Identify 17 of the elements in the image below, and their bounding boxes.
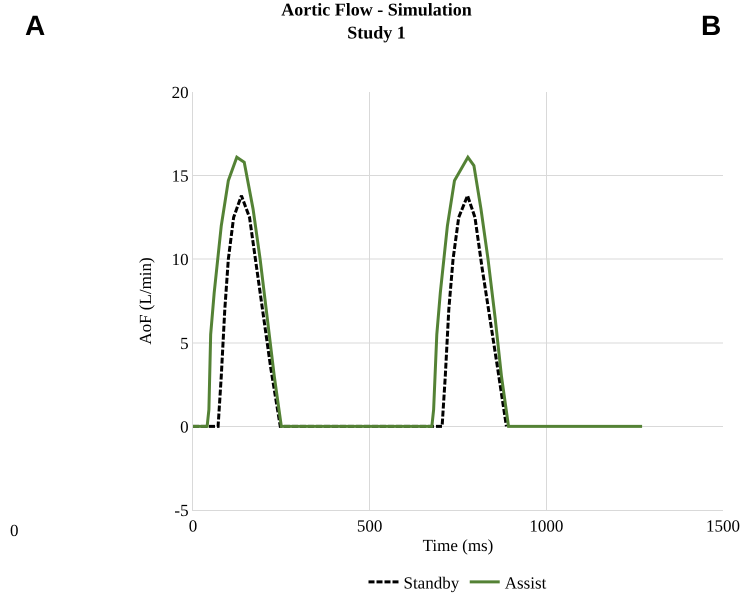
y-tick-label: 5	[180, 334, 189, 353]
y-tick-label: 20	[172, 82, 189, 102]
y-tick-label: 0	[180, 417, 189, 436]
x-axis-title: Time (ms)	[422, 536, 494, 555]
y-tick-label: 10	[172, 250, 189, 270]
x-tick-label: 1000	[529, 516, 564, 536]
x-tick-label: 1500	[706, 516, 740, 536]
line-series	[193, 156, 644, 428]
x-tick-label: 500	[356, 516, 382, 536]
legend-label: Standby	[404, 574, 460, 593]
text: A	[25, 10, 46, 41]
y-axis-title: AoF (L/min)	[136, 257, 156, 345]
text: B	[701, 10, 722, 41]
y-tick-label: -5	[174, 500, 189, 520]
y-tick-label: 15	[172, 166, 189, 186]
legend-label: Assist	[504, 574, 547, 593]
chart-title: Aortic Flow - Simulation Study 1	[281, 0, 472, 43]
